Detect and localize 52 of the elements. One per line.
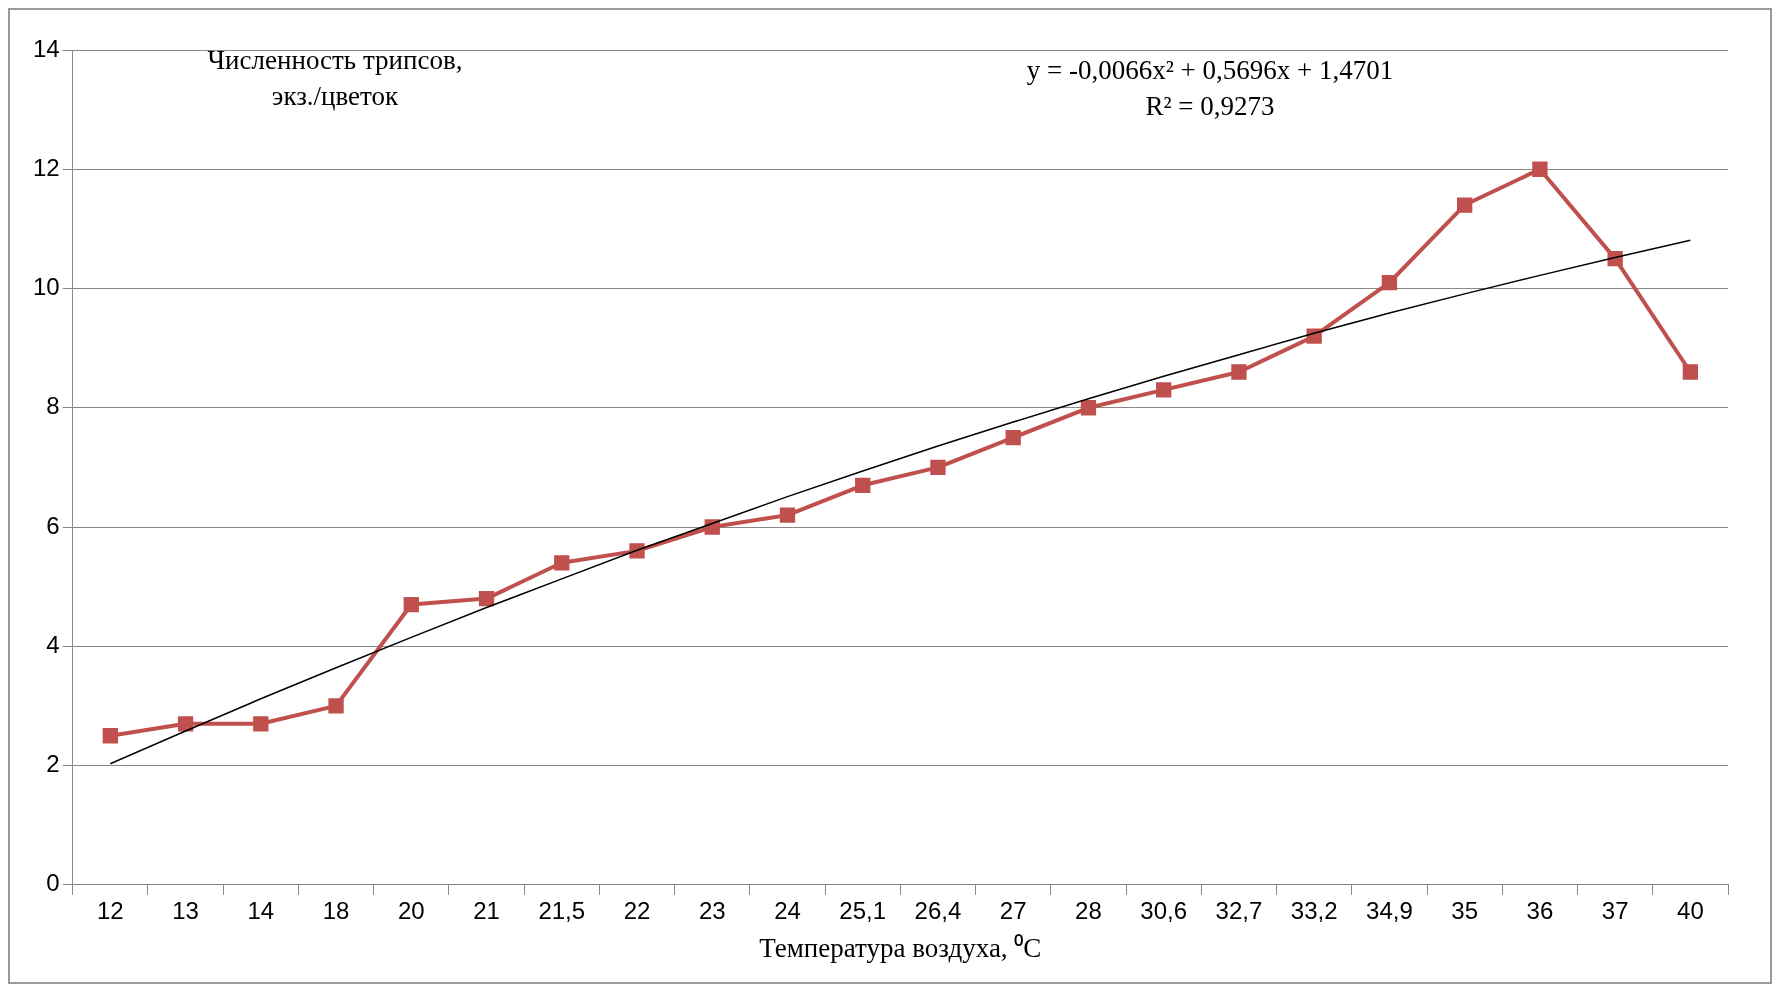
point [930, 459, 946, 476]
point [403, 596, 419, 613]
x-axis-title: Температура воздуха, ⁰C [759, 932, 1042, 963]
annotation: y = -0,0066x² + 0,5696x + 1,4701 [1025, 54, 1395, 87]
point [1080, 400, 1097, 416]
y-axis-title: Численность трипсов, экз./цветок [206, 44, 464, 113]
x-tick-label: 25,1 [839, 896, 887, 924]
x-tick-label: 12 [96, 896, 124, 924]
y-tick-label: 6 [46, 511, 60, 539]
y-tick-label: 2 [46, 750, 60, 778]
x-tick-label: 40 [1677, 896, 1704, 924]
x-tick-label: 20 [397, 896, 425, 924]
x-tick-label: 32,7 [1215, 896, 1263, 924]
x-tick-label: 28 [1075, 896, 1102, 924]
point [253, 716, 269, 732]
x-tick-label: 34,9 [1366, 896, 1413, 924]
y-tick-label: 8 [46, 392, 60, 420]
point [478, 590, 495, 607]
y-tick-label: 14 [32, 34, 60, 62]
point [1231, 364, 1247, 380]
point [1381, 274, 1398, 291]
x-tick-label: 21 [473, 896, 500, 924]
x-tick-label: 18 [322, 896, 350, 924]
point [102, 728, 118, 744]
point [1156, 382, 1172, 398]
x-tick-label: 14 [247, 896, 275, 924]
x-tick-label: 37 [1601, 896, 1629, 924]
point [177, 716, 194, 732]
point [1005, 429, 1021, 446]
y-tick-label: 10 [32, 273, 60, 301]
y-tick-label: 0 [46, 869, 60, 897]
point [1457, 197, 1473, 213]
x-tick-label: 27 [999, 896, 1027, 924]
y-tick-label: 12 [32, 153, 60, 181]
x-tick-label: 21,5 [538, 896, 586, 924]
point [328, 698, 344, 714]
annotation: R² = 0,9273 [1144, 90, 1276, 123]
point [554, 555, 570, 571]
x-tick-label: 23 [698, 896, 726, 924]
x-tick-label: 30,6 [1140, 896, 1188, 924]
x-tick-label: 26,4 [914, 896, 962, 924]
point [1532, 161, 1548, 177]
x-tick-label: 13 [172, 896, 199, 924]
x-tick-label: 35 [1451, 896, 1479, 924]
point [779, 507, 796, 523]
x-tick-label: 36 [1526, 896, 1554, 924]
x-tick-label: 24 [774, 896, 801, 924]
x-tick-label: 22 [623, 896, 651, 924]
point [1682, 364, 1699, 380]
x-tick-label: 33,2 [1290, 896, 1338, 924]
y-tick-label: 4 [46, 630, 60, 658]
point [855, 477, 871, 493]
